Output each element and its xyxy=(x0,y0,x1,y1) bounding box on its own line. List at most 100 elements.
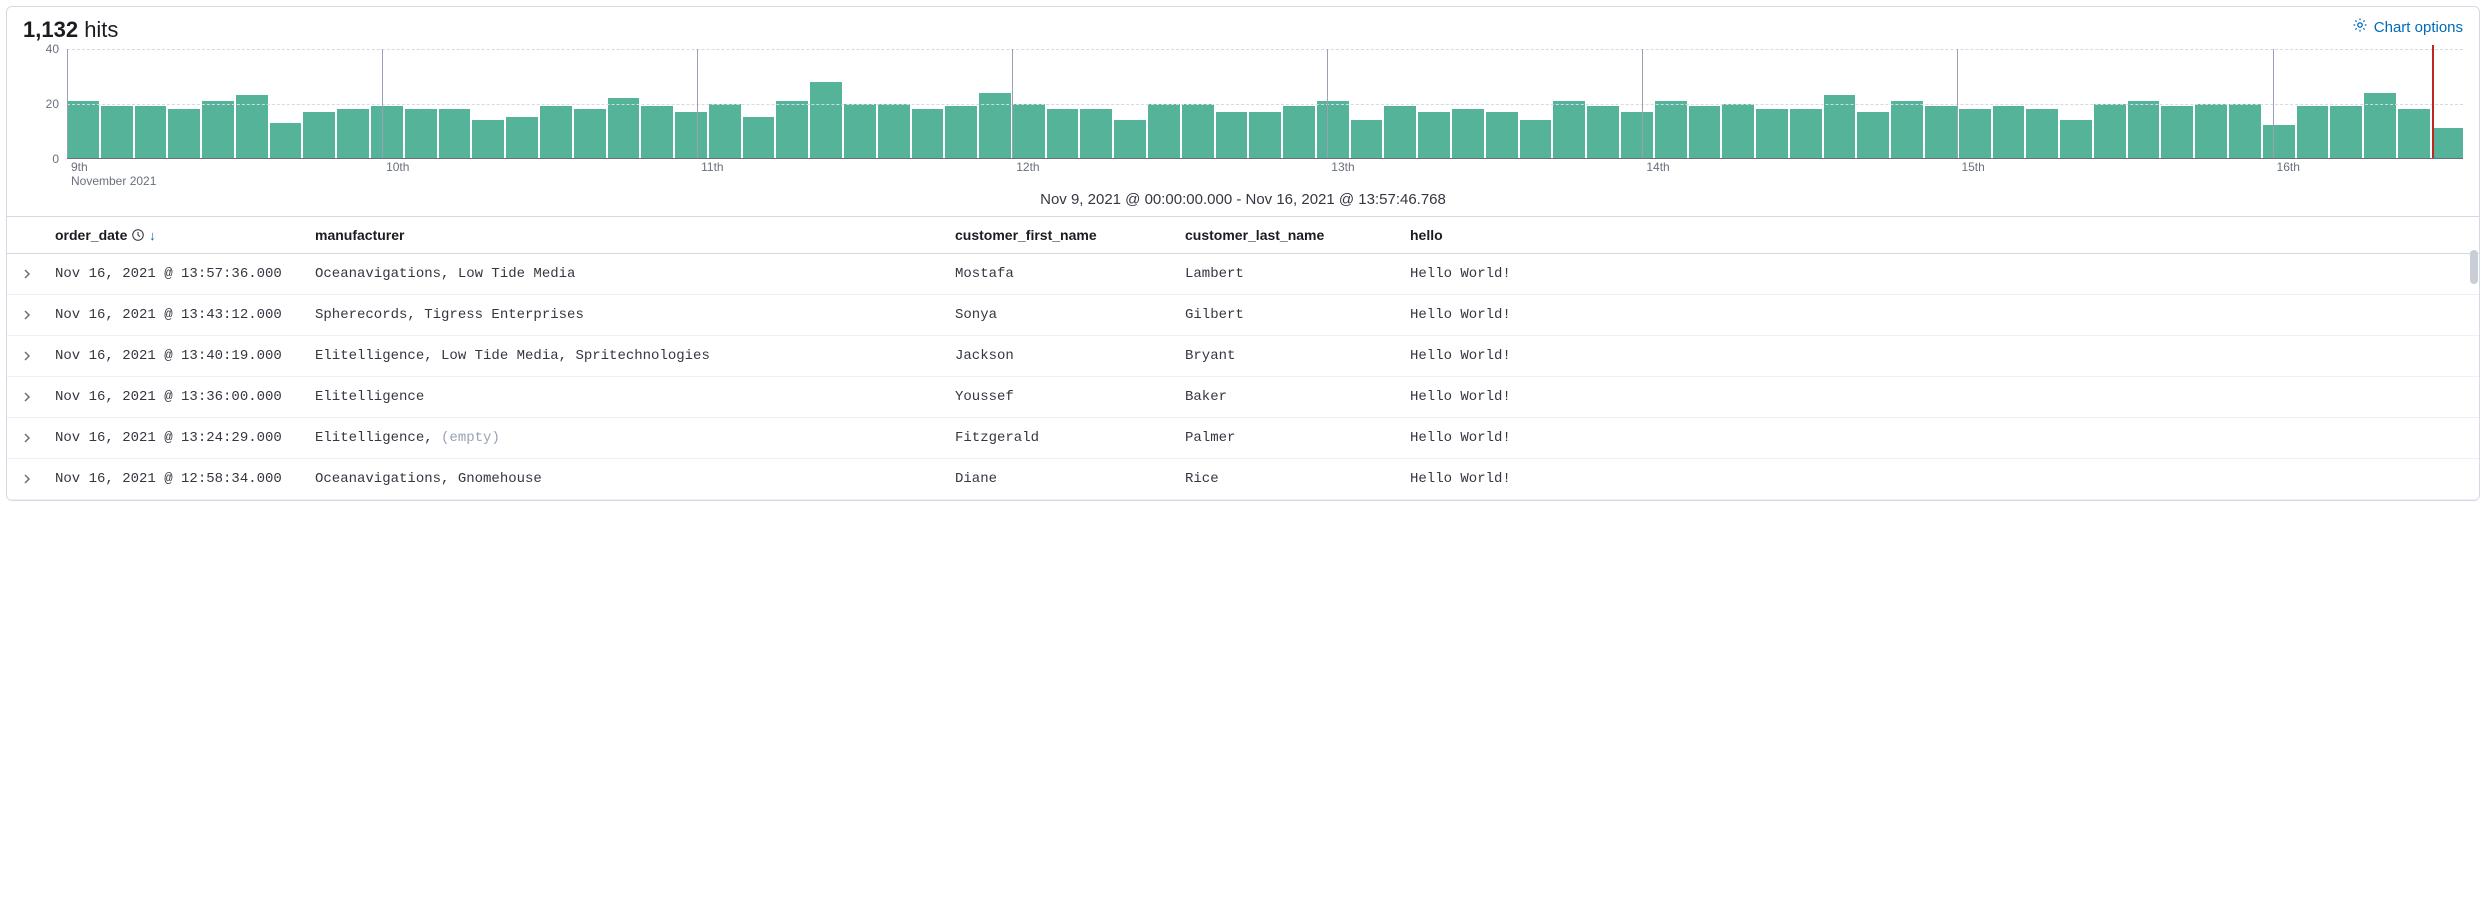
histogram-bar[interactable] xyxy=(2026,109,2058,158)
chart-options-button[interactable]: Chart options xyxy=(2352,17,2463,37)
histogram-bar[interactable] xyxy=(1114,120,1146,158)
histogram-bar[interactable] xyxy=(1756,109,1788,158)
discover-panel: 1,132 hits Chart options 02040 9thNovemb… xyxy=(6,6,2480,501)
histogram-bar[interactable] xyxy=(1148,104,1180,159)
expand-row-toggle[interactable] xyxy=(7,418,47,459)
cell-first-name: Mostafa xyxy=(947,254,1177,295)
histogram-bar[interactable] xyxy=(1047,109,1079,158)
histogram-bar[interactable] xyxy=(1283,106,1315,158)
histogram-bar[interactable] xyxy=(1722,104,1754,159)
histogram-bar[interactable] xyxy=(472,120,504,158)
col-order-date-header[interactable]: order_date ↓ xyxy=(47,217,307,254)
scrollbar-thumb[interactable] xyxy=(2470,250,2478,284)
histogram-bar[interactable] xyxy=(810,82,842,158)
cell-manufacturer: Oceanavigations, Gnomehouse xyxy=(307,459,947,500)
expand-row-toggle[interactable] xyxy=(7,295,47,336)
histogram-bar[interactable] xyxy=(574,109,606,158)
histogram-bar[interactable] xyxy=(776,101,808,158)
histogram-bar[interactable] xyxy=(405,109,437,158)
histogram-bar[interactable] xyxy=(135,106,167,158)
expand-row-toggle[interactable] xyxy=(7,459,47,500)
histogram-bar[interactable] xyxy=(2364,93,2396,158)
histogram-bar[interactable] xyxy=(2161,106,2193,158)
histogram-bar[interactable] xyxy=(1655,101,1687,158)
histogram-bar[interactable] xyxy=(675,112,707,158)
histogram-bar[interactable] xyxy=(1249,112,1281,158)
histogram-bar[interactable] xyxy=(1216,112,1248,158)
x-tick-label: 14th xyxy=(1643,158,1669,174)
histogram-bar[interactable] xyxy=(168,109,200,158)
histogram-bar[interactable] xyxy=(1351,120,1383,158)
expand-row-toggle[interactable] xyxy=(7,336,47,377)
cell-manufacturer: Spherecords, Tigress Enterprises xyxy=(307,295,947,336)
histogram-bar[interactable] xyxy=(2263,125,2295,158)
cell-hello: Hello World! xyxy=(1402,377,2479,418)
histogram-bar[interactable] xyxy=(1182,104,1214,159)
histogram-bar[interactable] xyxy=(844,104,876,159)
col-hello-header[interactable]: hello xyxy=(1402,217,2479,254)
col-last-name-header[interactable]: customer_last_name xyxy=(1177,217,1402,254)
y-tick-label: 40 xyxy=(46,42,59,56)
histogram-bar[interactable] xyxy=(608,98,640,158)
cell-first-name: Youssef xyxy=(947,377,1177,418)
histogram-bar[interactable] xyxy=(1080,109,1112,158)
histogram-bar[interactable] xyxy=(2094,104,2126,159)
histogram-bar[interactable] xyxy=(337,109,369,158)
histogram-bar[interactable] xyxy=(1587,106,1619,158)
histogram-bar[interactable] xyxy=(1317,101,1349,158)
histogram-bar[interactable] xyxy=(912,109,944,158)
cell-order-date: Nov 16, 2021 @ 13:57:36.000 xyxy=(47,254,307,295)
histogram-bar[interactable] xyxy=(1013,104,1045,159)
expand-row-toggle[interactable] xyxy=(7,377,47,418)
histogram-bar[interactable] xyxy=(878,104,910,159)
histogram-bar[interactable] xyxy=(439,109,471,158)
histogram-bar[interactable] xyxy=(101,106,133,158)
x-tick-label: 11th xyxy=(698,158,723,174)
histogram-bar[interactable] xyxy=(1925,106,1957,158)
histogram-bar[interactable] xyxy=(979,93,1011,158)
histogram-bar[interactable] xyxy=(2330,106,2362,158)
histogram-bar[interactable] xyxy=(641,106,673,158)
histogram-bar[interactable] xyxy=(709,104,741,159)
chart-plot[interactable]: 9thNovember 202110th11th12th13th14th15th… xyxy=(67,49,2463,159)
cell-manufacturer: Oceanavigations, Low Tide Media xyxy=(307,254,947,295)
histogram-bar[interactable] xyxy=(945,106,977,158)
histogram-bar[interactable] xyxy=(1891,101,1923,158)
histogram-bar[interactable] xyxy=(2128,101,2160,158)
histogram-bar[interactable] xyxy=(1993,106,2025,158)
histogram-bar[interactable] xyxy=(540,106,572,158)
histogram-bar[interactable] xyxy=(2297,106,2329,158)
histogram-bar[interactable] xyxy=(1486,112,1518,158)
histogram-bar[interactable] xyxy=(2229,104,2261,159)
histogram-bar[interactable] xyxy=(236,95,268,158)
histogram-bar[interactable] xyxy=(1824,95,1856,158)
histogram-bar[interactable] xyxy=(2398,109,2430,158)
histogram-bar[interactable] xyxy=(2432,128,2464,158)
x-tick-label: 15th xyxy=(1958,158,1984,174)
histogram-bar[interactable] xyxy=(1621,112,1653,158)
histogram-bar[interactable] xyxy=(67,101,99,158)
histogram-bar[interactable] xyxy=(1857,112,1889,158)
histogram-bar[interactable] xyxy=(1790,109,1822,158)
histogram-bar[interactable] xyxy=(1553,101,1585,158)
histogram-bar[interactable] xyxy=(1452,109,1484,158)
col-expand-header xyxy=(7,217,47,254)
col-first-name-header[interactable]: customer_first_name xyxy=(947,217,1177,254)
expand-row-toggle[interactable] xyxy=(7,254,47,295)
x-tick-label: 13th xyxy=(1328,158,1354,174)
histogram-bar[interactable] xyxy=(1689,106,1721,158)
histogram-bar[interactable] xyxy=(1418,112,1450,158)
col-manufacturer-header[interactable]: manufacturer xyxy=(307,217,947,254)
histogram-bar[interactable] xyxy=(743,117,775,158)
histogram-bar[interactable] xyxy=(2195,104,2227,159)
histogram-bar[interactable] xyxy=(371,106,403,158)
histogram-bar[interactable] xyxy=(506,117,538,158)
histogram-bar[interactable] xyxy=(303,112,335,158)
histogram-bar[interactable] xyxy=(1520,120,1552,158)
cell-hello: Hello World! xyxy=(1402,459,2479,500)
histogram-bar[interactable] xyxy=(2060,120,2092,158)
histogram-bar[interactable] xyxy=(1384,106,1416,158)
histogram-bar[interactable] xyxy=(202,101,234,158)
histogram-bar[interactable] xyxy=(1959,109,1991,158)
histogram-bar[interactable] xyxy=(270,123,302,158)
